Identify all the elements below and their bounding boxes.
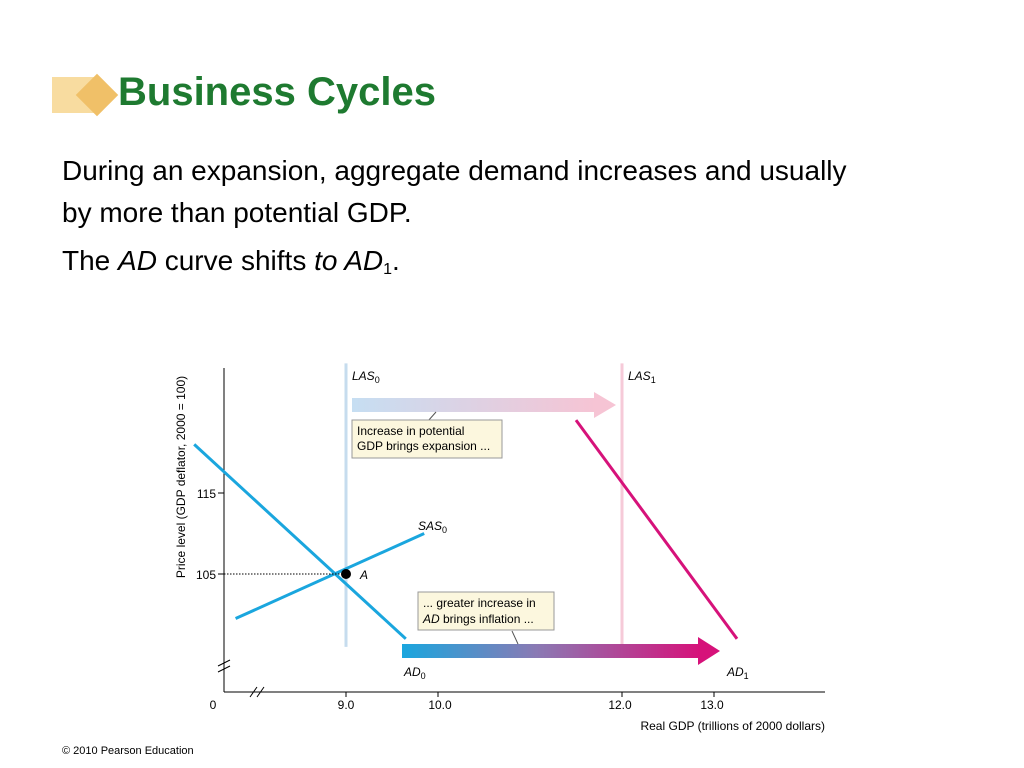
callout-potential-gdp: Increase in potential GDP brings expansi… xyxy=(351,419,503,459)
y-axis-title: Price level (GDP deflator, 2000 = 100) xyxy=(174,376,188,578)
sas0-label-main: SAS xyxy=(418,519,442,533)
x-tick-label-10: 10.0 xyxy=(428,698,452,712)
x-axis-break-mark xyxy=(249,686,265,698)
ad0-curve xyxy=(193,443,407,640)
ad1-curve xyxy=(574,419,739,640)
sas0-label-sub: 0 xyxy=(442,525,447,535)
ad0-label-main: AD xyxy=(403,665,421,679)
title-bar: Business Cycles xyxy=(52,70,652,118)
text-to-ad-italic: to AD xyxy=(314,245,384,276)
equilibrium-point-a xyxy=(341,569,351,579)
sas0-curve xyxy=(234,532,425,620)
callout-ad-inflation: ... greater increase in AD brings inflat… xyxy=(417,591,555,631)
paragraph-expansion: During an expansion, aggregate demand in… xyxy=(62,155,847,228)
las0-label: LAS0 xyxy=(352,369,380,385)
slide-body: During an expansion, aggregate demand in… xyxy=(62,150,862,291)
potential-gdp-shift-arrow xyxy=(352,392,616,418)
paragraph-ad-shift: The AD curve shifts to AD1. xyxy=(62,240,862,291)
ad1-label-sub: 1 xyxy=(744,671,749,681)
sas0-label: SAS0 xyxy=(418,519,447,535)
slide-title: Business Cycles xyxy=(118,70,436,114)
x-tick-label-13: 13.0 xyxy=(700,698,724,712)
text-ad-subscript: 1 xyxy=(383,261,393,278)
ad1-label: AD1 xyxy=(726,665,749,681)
callout-potential-gdp-line1: Increase in potential xyxy=(357,424,464,438)
callout-leader-bottom xyxy=(511,630,519,645)
las0-label-main: LAS xyxy=(352,369,375,383)
callout-ad-inflation-line1: ... greater increase in xyxy=(423,596,536,610)
las1-label-main: LAS xyxy=(628,369,651,383)
callout-ad-rest: brings inflation ... xyxy=(440,612,534,626)
x-tick-label-9: 9.0 xyxy=(338,698,355,712)
text-ad-italic: AD xyxy=(118,245,157,276)
x-tick-label-0: 0 xyxy=(210,698,217,712)
callout-ad-italic: AD xyxy=(422,612,440,626)
ad-shift-arrow xyxy=(402,637,720,665)
y-tick-label-105: 105 xyxy=(196,568,216,582)
y-axis-break-mark xyxy=(217,659,231,673)
ad-as-chart: 115 105 0 9.0 10.0 12.0 13.0 Real GDP (t… xyxy=(160,355,860,745)
las1-label-sub: 1 xyxy=(651,375,656,385)
ad0-label: AD0 xyxy=(403,665,426,681)
chart-svg: 115 105 0 9.0 10.0 12.0 13.0 Real GDP (t… xyxy=(174,363,825,733)
copyright-footer: © 2010 Pearson Education xyxy=(62,745,194,757)
text-curve-shifts: curve shifts xyxy=(156,245,315,276)
x-axis-title: Real GDP (trillions of 2000 dollars) xyxy=(640,719,825,733)
callout-potential-gdp-line2: GDP brings expansion ... xyxy=(357,439,490,453)
las0-label-sub: 0 xyxy=(375,375,380,385)
ad0-label-sub: 0 xyxy=(421,671,426,681)
y-tick-label-115: 115 xyxy=(197,487,216,501)
callout-ad-inflation-line2: AD brings inflation ... xyxy=(422,612,534,626)
text-period: . xyxy=(392,245,400,276)
text-the: The xyxy=(62,245,119,276)
las1-label: LAS1 xyxy=(628,369,656,385)
x-tick-label-12: 12.0 xyxy=(608,698,632,712)
equilibrium-label-a: A xyxy=(359,568,368,582)
ad1-label-main: AD xyxy=(726,665,744,679)
